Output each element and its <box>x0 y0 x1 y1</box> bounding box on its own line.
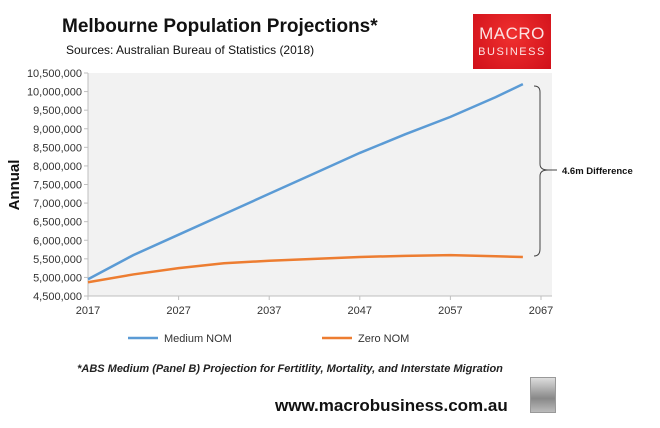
y-tick-label: 8,000,000 <box>33 161 82 173</box>
y-tick-label: 4,500,000 <box>33 291 82 303</box>
x-tick-label: 2037 <box>257 305 281 317</box>
chart-sources: Sources: Australian Bureau of Statistics… <box>66 43 315 57</box>
logo-line1: MACRO <box>479 24 545 43</box>
x-tick-label: 2057 <box>438 305 462 317</box>
y-tick-label: 10,500,000 <box>27 68 82 80</box>
line-chart: 4,500,000 5,000,000 5,500,000 6,000,000 6,50… <box>6 68 633 345</box>
y-tick-label: 7,500,000 <box>33 180 82 192</box>
chart-title: Melbourne Population Projections* <box>62 16 378 37</box>
y-tick-label: 6,500,000 <box>33 217 82 229</box>
series-line-zero-nom <box>87 253 523 284</box>
x-tick-label: 2067 <box>529 305 553 317</box>
footnote: *ABS Medium (Panel B) Projection for Fer… <box>77 363 503 375</box>
wolf-logo-icon <box>530 377 556 413</box>
y-tick-label: 8,500,000 <box>33 142 82 154</box>
website-url[interactable]: www.macrobusiness.com.au <box>275 396 508 415</box>
y-tick-label: 10,000,000 <box>27 87 82 99</box>
y-tick-label: 9,000,000 <box>33 124 82 136</box>
y-tick-label: 5,000,000 <box>33 272 82 284</box>
logo-line2: BUSINESS <box>478 46 546 58</box>
y-tick-label: 9,500,000 <box>33 105 82 117</box>
x-tick-label: 2017 <box>76 305 100 317</box>
y-axis-label: Annual <box>6 160 23 211</box>
series-line-medium-nom <box>87 83 524 281</box>
plot-area <box>88 73 552 296</box>
x-tick-label: 2027 <box>166 305 190 317</box>
y-tick-label: 6,000,000 <box>33 235 82 247</box>
legend-label: Medium NOM <box>164 333 232 345</box>
x-tick-label: 2047 <box>348 305 372 317</box>
y-tick-label: 5,500,000 <box>33 254 82 266</box>
macrobusiness-logo: MACRO BUSINESS <box>473 14 551 69</box>
y-tick-label: 7,000,000 <box>33 198 82 210</box>
legend-label: Zero NOM <box>358 333 409 345</box>
difference-annotation: 4.6m Difference <box>562 166 633 177</box>
difference-brace <box>533 85 557 257</box>
